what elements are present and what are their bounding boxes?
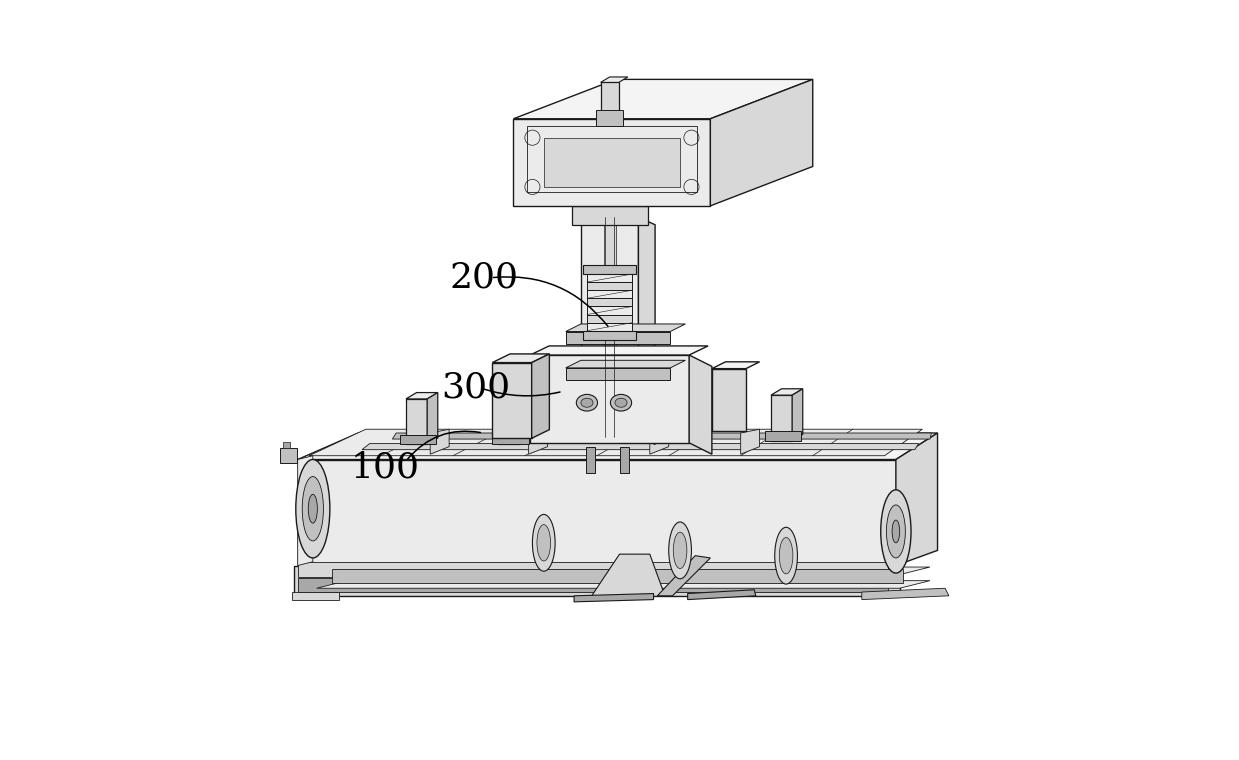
Polygon shape: [544, 138, 680, 187]
Polygon shape: [601, 82, 618, 119]
Polygon shape: [611, 397, 632, 442]
Polygon shape: [764, 432, 802, 441]
Polygon shape: [586, 447, 595, 473]
Polygon shape: [566, 368, 670, 380]
Polygon shape: [492, 354, 549, 363]
Polygon shape: [658, 556, 710, 596]
Polygon shape: [712, 369, 746, 431]
Polygon shape: [527, 125, 696, 192]
Polygon shape: [603, 217, 616, 437]
Polygon shape: [492, 435, 529, 444]
Polygon shape: [771, 389, 803, 395]
Polygon shape: [400, 435, 436, 445]
Polygon shape: [584, 265, 636, 274]
Polygon shape: [590, 554, 665, 600]
Ellipse shape: [673, 532, 686, 568]
Polygon shape: [297, 578, 888, 592]
Polygon shape: [566, 324, 685, 331]
Polygon shape: [896, 433, 938, 565]
Polygon shape: [317, 581, 930, 588]
Polygon shape: [587, 299, 632, 306]
Polygon shape: [862, 588, 949, 600]
Polygon shape: [688, 590, 756, 600]
Polygon shape: [587, 282, 632, 290]
Polygon shape: [294, 565, 900, 596]
Polygon shape: [430, 429, 449, 454]
Polygon shape: [587, 306, 632, 315]
Polygon shape: [297, 460, 896, 565]
Polygon shape: [530, 384, 532, 396]
Polygon shape: [574, 594, 654, 602]
Polygon shape: [362, 444, 918, 450]
Ellipse shape: [533, 515, 555, 572]
Ellipse shape: [611, 394, 632, 411]
Text: 300: 300: [441, 371, 510, 404]
Ellipse shape: [779, 537, 793, 574]
Polygon shape: [587, 315, 632, 323]
Polygon shape: [530, 346, 709, 355]
Polygon shape: [638, 217, 655, 445]
Polygon shape: [566, 360, 685, 368]
Polygon shape: [309, 429, 922, 456]
Polygon shape: [498, 392, 530, 398]
Polygon shape: [297, 456, 312, 565]
Ellipse shape: [886, 505, 906, 558]
Polygon shape: [571, 206, 648, 225]
Polygon shape: [406, 393, 437, 399]
Ellipse shape: [581, 398, 593, 407]
Polygon shape: [587, 274, 632, 282]
Polygon shape: [530, 355, 689, 443]
Ellipse shape: [302, 477, 323, 541]
Polygon shape: [611, 391, 642, 397]
Polygon shape: [566, 331, 670, 344]
Polygon shape: [741, 429, 760, 454]
Text: 200: 200: [449, 261, 518, 295]
Ellipse shape: [892, 520, 900, 543]
Polygon shape: [427, 393, 437, 445]
Bar: [282, 442, 290, 448]
Polygon shape: [317, 567, 930, 575]
Polygon shape: [596, 109, 623, 126]
Polygon shape: [584, 331, 636, 340]
Polygon shape: [771, 395, 792, 441]
Polygon shape: [406, 399, 427, 445]
Bar: [280, 448, 297, 464]
Ellipse shape: [669, 522, 691, 579]
Polygon shape: [587, 323, 632, 331]
Polygon shape: [710, 79, 813, 206]
Polygon shape: [558, 413, 695, 422]
Polygon shape: [513, 119, 710, 206]
Polygon shape: [332, 569, 903, 583]
Polygon shape: [632, 391, 642, 442]
Ellipse shape: [774, 527, 798, 584]
Polygon shape: [532, 354, 549, 439]
Ellipse shape: [309, 494, 317, 523]
Polygon shape: [297, 433, 938, 460]
Polygon shape: [649, 429, 669, 454]
Polygon shape: [393, 433, 932, 439]
Polygon shape: [621, 447, 629, 473]
Text: 100: 100: [351, 450, 420, 484]
Polygon shape: [605, 433, 641, 442]
Polygon shape: [297, 562, 888, 577]
Polygon shape: [292, 592, 339, 600]
Polygon shape: [558, 422, 676, 441]
Polygon shape: [513, 79, 813, 119]
Polygon shape: [498, 398, 519, 444]
Ellipse shape: [536, 524, 550, 561]
Polygon shape: [601, 77, 628, 82]
Polygon shape: [689, 355, 712, 454]
Ellipse shape: [576, 394, 597, 411]
Ellipse shape: [296, 460, 330, 558]
Polygon shape: [712, 362, 760, 369]
Ellipse shape: [881, 489, 911, 573]
Polygon shape: [530, 407, 532, 419]
Polygon shape: [529, 429, 548, 454]
Polygon shape: [492, 363, 532, 439]
Polygon shape: [519, 392, 530, 444]
Polygon shape: [587, 290, 632, 299]
Polygon shape: [792, 389, 803, 441]
Ellipse shape: [615, 398, 627, 407]
Polygon shape: [581, 217, 638, 437]
